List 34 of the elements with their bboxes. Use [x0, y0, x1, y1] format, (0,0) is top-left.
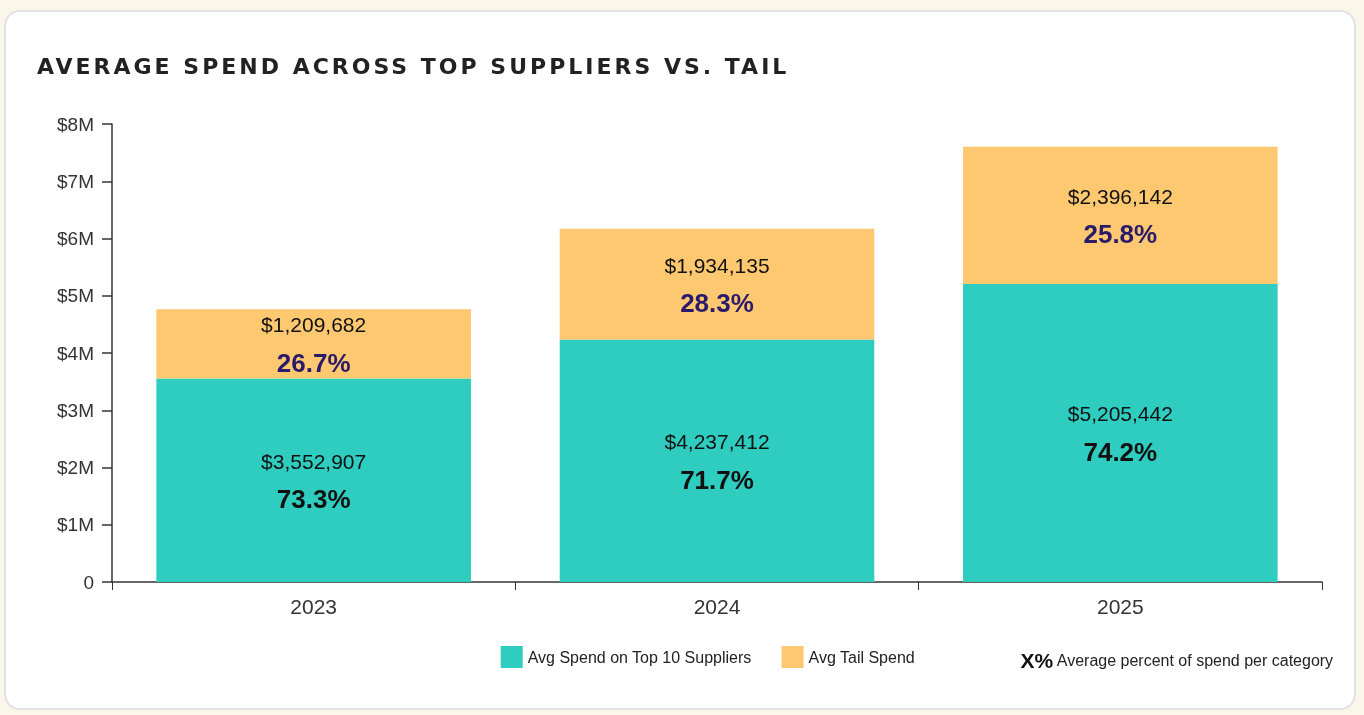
y-tick-label: $8M — [57, 113, 94, 135]
y-tick-label: 0 — [83, 571, 94, 593]
data-label: $5,205,442 — [1067, 402, 1173, 426]
data-label: $1,209,682 — [261, 313, 367, 337]
annotation: 26.7% — [276, 347, 351, 378]
annotation: 71.7% — [680, 464, 754, 495]
data-label: $1,934,135 — [664, 253, 770, 277]
x-tick-label: 2025 — [1096, 595, 1144, 618]
text: X% Average percent of spend per category — [1020, 649, 1334, 672]
legend-label: Avg Tail Spend — [808, 648, 915, 666]
bar — [156, 309, 471, 379]
bar — [963, 146, 1278, 284]
data-label: $4,237,412 — [664, 430, 770, 454]
annotation: 73.3% — [276, 484, 351, 515]
chart-title: AVERAGE SPEND ACROSS TOP SUPPLIERS VS. TAIL — [37, 54, 790, 79]
annotation: 28.3% — [680, 288, 754, 319]
annotation: 74.2% — [1083, 436, 1158, 467]
y-tick-label: $2M — [57, 457, 94, 478]
y-tick-label: $4M — [57, 342, 94, 364]
data-label: $2,396,142 — [1067, 184, 1173, 208]
bar — [559, 228, 875, 340]
annotation: 25.8% — [1083, 219, 1158, 250]
x-tick-label: 2024 — [693, 595, 741, 618]
legend-label: Avg Spend on Top 10 Suppliers — [527, 648, 752, 666]
x-tick-label: 2023 — [290, 595, 338, 618]
y-tick-label: $7M — [57, 170, 94, 192]
y-tick-label: $1M — [57, 514, 94, 536]
data-label: $3,552,907 — [261, 449, 367, 473]
bar — [559, 339, 875, 582]
y-tick-label: $5M — [57, 285, 94, 307]
bar — [963, 283, 1278, 582]
bar — [156, 378, 471, 582]
y-tick-label: $3M — [57, 399, 94, 421]
y-tick-label: $6M — [57, 228, 94, 249]
